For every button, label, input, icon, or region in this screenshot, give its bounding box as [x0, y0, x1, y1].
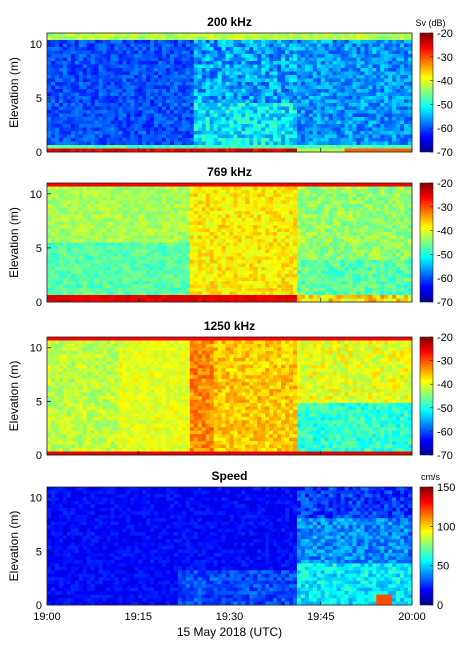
panel-2: 769 kHz 0 5 10 Elevation (m) -20 -30 -40 -50 -60 -… — [7, 165, 453, 309]
colorbar-tick-label: -20 — [437, 332, 453, 344]
colorbar-tick-label: -70 — [437, 297, 453, 309]
colorbar-tick-label: -30 — [437, 52, 453, 64]
panel-1: 200 kHz 0 5 10 Elevation (m) Sv (dB)-20 -30 -40… — [7, 15, 453, 159]
colorbar-tick-label: -30 — [437, 356, 453, 368]
colorbar-tick-label: -30 — [437, 202, 453, 214]
colorbar — [419, 182, 434, 303]
y-tick-label: 10 — [30, 189, 42, 201]
colorbar-tick-label: -20 — [437, 28, 453, 40]
y-axis-label: Elevation (m) — [7, 207, 21, 278]
y-axis-label: Elevation (m) — [7, 361, 21, 432]
panel-3: 1250 kHz 0 5 10 Elevation (m) -20 -30 -40 -50 -60… — [7, 319, 453, 462]
colorbar-tick-label: -70 — [437, 450, 453, 462]
panel-title: Speed — [211, 469, 247, 483]
x-tick-label: 19:30 — [216, 611, 244, 623]
y-tick-label: 5 — [36, 546, 42, 558]
colorbar-tick-label: -60 — [437, 123, 453, 135]
colorbar-tick-label: -50 — [437, 99, 453, 111]
panel-title: 200 kHz — [207, 15, 252, 29]
colorbar-tick-label: 0 — [437, 600, 443, 612]
x-axis-label: 15 May 2018 (UTC) — [177, 625, 282, 639]
x-tick-label: 19:45 — [307, 611, 335, 623]
colorbar-label: Sv (dB) — [415, 18, 445, 28]
heatmap-cells — [47, 487, 413, 606]
y-tick-label: 0 — [36, 450, 42, 462]
y-axis-label: Elevation (m) — [7, 57, 21, 128]
x-tick-label: 19:15 — [124, 611, 152, 623]
heatmap-cells — [47, 33, 413, 153]
y-tick-label: 10 — [30, 343, 42, 355]
colorbar-tick-label: -40 — [437, 226, 453, 238]
colorbar-tick-label: 150 — [437, 482, 455, 494]
colorbar — [419, 32, 434, 153]
y-tick-label: 10 — [30, 39, 42, 51]
colorbar-label: cm/s — [421, 472, 440, 482]
colorbar-tick-label: -60 — [437, 426, 453, 438]
y-tick-label: 0 — [36, 147, 42, 159]
heatmap-cells — [47, 337, 413, 456]
colorbar-tick-label: 100 — [437, 521, 455, 533]
y-tick-label: 5 — [36, 243, 42, 255]
panel-title: 1250 kHz — [204, 319, 255, 333]
y-tick-label: 5 — [36, 396, 42, 408]
colorbar-tick-label: -60 — [437, 273, 453, 285]
colorbar-tick-label: -50 — [437, 403, 453, 415]
colorbar-tick-label: -40 — [437, 76, 453, 88]
heatmap-cells — [47, 183, 413, 303]
x-tick-label: 19:00 — [33, 611, 61, 623]
y-tick-label: 5 — [36, 93, 42, 105]
colorbar-tick-label: -70 — [437, 147, 453, 159]
colorbar-tick-label: -20 — [437, 178, 453, 190]
colorbar — [419, 336, 434, 456]
y-tick-label: 10 — [30, 493, 42, 505]
panel-title: 769 kHz — [207, 165, 252, 179]
y-tick-label: 0 — [36, 297, 42, 309]
colorbar-tick-label: -40 — [437, 379, 453, 391]
colorbar-tick-label: 50 — [437, 561, 449, 573]
panel-4: Speed 0 5 10 19:00 19:15 19:30 19:45 20:00 Elevat… — [7, 469, 455, 639]
colorbar-tick-label: -50 — [437, 249, 453, 261]
colorbar — [419, 486, 434, 606]
y-tick-label: 0 — [36, 600, 42, 612]
y-axis-label: Elevation (m) — [7, 511, 21, 582]
x-tick-label: 20:00 — [398, 611, 426, 623]
